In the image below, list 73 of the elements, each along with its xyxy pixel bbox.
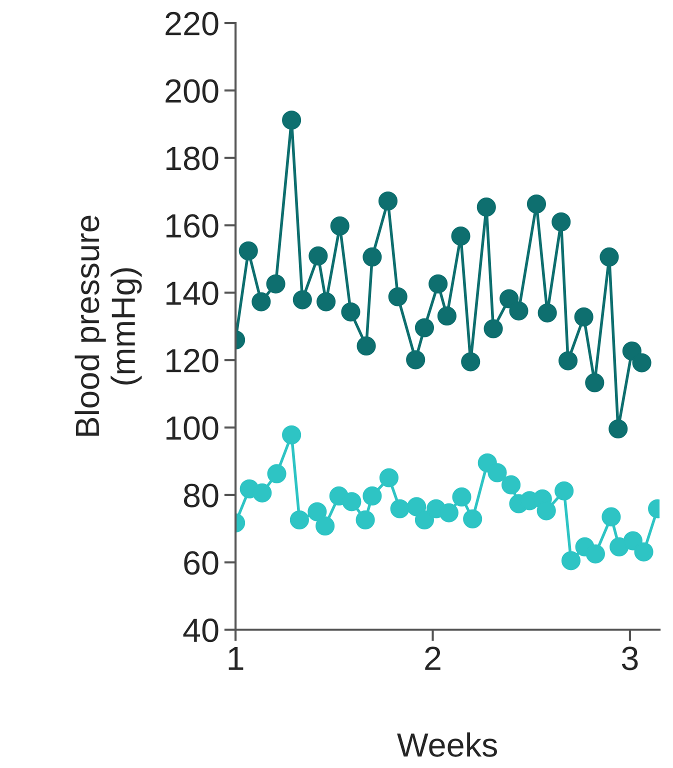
point <box>282 425 302 444</box>
point <box>342 492 362 512</box>
point <box>488 463 507 482</box>
point <box>574 307 594 327</box>
x-tick-label: 1 <box>228 646 244 670</box>
point <box>538 303 557 322</box>
y-tick-label: 80 <box>184 484 218 508</box>
point <box>526 194 546 214</box>
point <box>552 212 571 232</box>
point <box>414 510 434 530</box>
point <box>378 191 398 211</box>
point <box>509 301 528 320</box>
y-tick-label: 140 <box>166 281 218 306</box>
point <box>362 247 382 267</box>
y-tick-label: 60 <box>184 551 218 575</box>
point <box>252 292 271 312</box>
point <box>634 542 654 562</box>
point <box>267 464 286 484</box>
y-axis-title: Blood pressure (mmHg) <box>74 216 142 436</box>
point <box>586 544 605 564</box>
point <box>407 497 426 516</box>
point <box>266 274 286 294</box>
point <box>602 507 621 526</box>
point <box>292 290 312 310</box>
point <box>428 274 448 294</box>
point <box>390 499 410 518</box>
y-tick-label: 180 <box>166 146 218 170</box>
point <box>622 341 642 361</box>
point <box>308 502 327 522</box>
y-tick-label: 160 <box>166 214 218 238</box>
point <box>308 246 328 266</box>
point <box>536 501 556 520</box>
y-tick-label: 100 <box>166 416 218 440</box>
point <box>554 481 574 500</box>
point <box>252 483 272 502</box>
point <box>388 287 408 306</box>
point <box>356 336 376 356</box>
point <box>461 352 480 372</box>
y-tick-label: 120 <box>166 348 218 373</box>
x-tick-label: 2 <box>425 646 440 670</box>
y-tick-label: 40 <box>183 618 218 642</box>
point <box>608 419 628 438</box>
point <box>290 510 309 530</box>
point <box>341 302 360 322</box>
point <box>439 503 458 522</box>
point <box>316 292 336 312</box>
point <box>238 241 258 260</box>
point <box>463 509 482 528</box>
point <box>623 531 642 550</box>
point <box>406 350 426 370</box>
y-tick-label: 200 <box>166 79 218 103</box>
point <box>379 468 399 488</box>
point <box>330 216 350 236</box>
point <box>484 319 503 338</box>
point <box>437 306 456 326</box>
point <box>632 353 652 372</box>
point <box>452 487 472 507</box>
point <box>414 318 434 338</box>
y-tick-label: 220 <box>166 12 218 36</box>
x-tick-label: 3 <box>622 646 638 670</box>
point <box>476 198 496 217</box>
point <box>558 351 578 370</box>
point <box>500 289 519 308</box>
point <box>501 475 521 494</box>
x-axis-title: Weeks <box>397 732 497 757</box>
point <box>451 226 470 246</box>
point <box>561 551 581 570</box>
point <box>362 486 382 506</box>
point <box>316 516 335 536</box>
point <box>600 247 619 267</box>
point <box>356 510 375 530</box>
point <box>282 110 302 130</box>
point <box>585 373 604 392</box>
